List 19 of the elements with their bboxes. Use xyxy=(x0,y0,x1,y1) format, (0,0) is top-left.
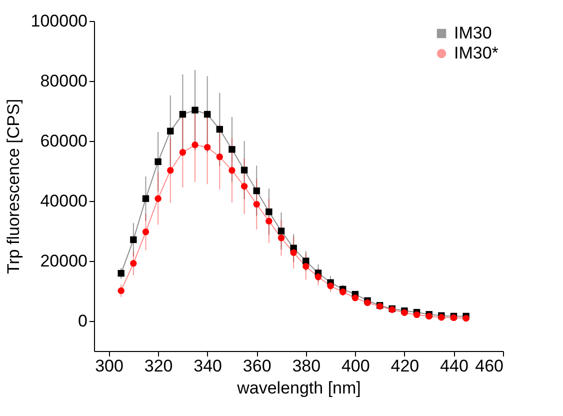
y-tick-label: 0 xyxy=(78,312,88,330)
x-tick-label: 400 xyxy=(341,356,370,376)
x-tick-label: 300 xyxy=(95,356,124,376)
y-axis-title: Trp fluorescence [CPS] xyxy=(4,98,23,274)
x-tick-label: 420 xyxy=(390,356,420,376)
x-tick-label: 440 xyxy=(440,356,468,376)
x-tick-label: 360 xyxy=(242,356,272,376)
x-tick-label: 380 xyxy=(292,356,321,376)
y-tick-label: 60000 xyxy=(40,132,88,150)
y-tick-label: 80000 xyxy=(40,72,88,90)
x-axis-title: wavelength [nm] xyxy=(236,378,361,398)
y-tick-label: 40000 xyxy=(40,192,88,210)
x-tick-label: 340 xyxy=(194,356,222,376)
x-tick-label: 460 xyxy=(475,356,504,376)
y-tick-label: 20000 xyxy=(40,252,88,270)
legend-label: IM30* xyxy=(454,44,499,62)
x-tick-label: 320 xyxy=(144,356,173,376)
y-tick-label: 100000 xyxy=(30,12,88,30)
legend-label: IM30 xyxy=(454,24,492,42)
